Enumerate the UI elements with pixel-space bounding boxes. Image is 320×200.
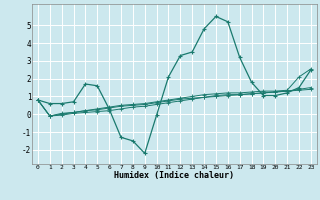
X-axis label: Humidex (Indice chaleur): Humidex (Indice chaleur) — [115, 171, 234, 180]
